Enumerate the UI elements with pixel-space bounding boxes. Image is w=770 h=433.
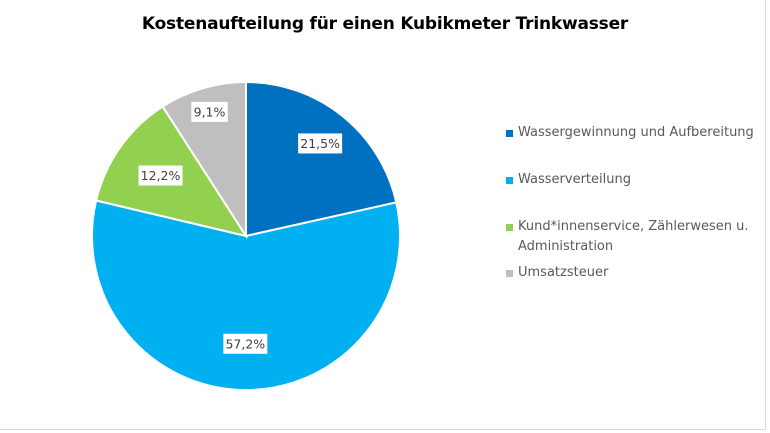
legend-label: Wasserverteilung xyxy=(518,172,631,187)
legend-label: Kund*innenservice, Zählerwesen u. Admini… xyxy=(518,219,749,254)
chart-title: Kostenaufteilung für einen Kubikmeter Tr… xyxy=(141,14,629,34)
pie-slice xyxy=(245,80,398,238)
legend-item: Umsatzsteuer xyxy=(506,263,766,283)
legend-item: Wassergewinnung und Aufbereitung xyxy=(506,123,766,143)
data-label: 12,2% xyxy=(141,168,181,183)
data-label-box xyxy=(223,333,268,354)
legend-swatch xyxy=(506,224,513,231)
legend: Wassergewinnung und Aufbereitung Wasserv… xyxy=(506,123,766,283)
legend-swatch xyxy=(506,270,513,277)
data-label-box xyxy=(298,133,343,154)
pie-slice xyxy=(91,199,401,391)
legend-label: Wassergewinnung und Aufbereitung xyxy=(518,125,754,140)
data-label: 57,2% xyxy=(225,336,265,351)
legend-item: Wasserverteilung xyxy=(506,170,766,190)
data-label: 21,5% xyxy=(300,136,340,151)
data-label-box xyxy=(138,165,183,186)
legend-label: Umsatzsteuer xyxy=(518,265,609,280)
legend-swatch xyxy=(506,177,513,184)
data-label-box xyxy=(191,101,228,122)
legend-swatch xyxy=(506,130,513,137)
legend-item: Kund*innenservice, Zählerwesen u. Admini… xyxy=(506,217,766,257)
data-label: 9,1% xyxy=(194,104,226,119)
